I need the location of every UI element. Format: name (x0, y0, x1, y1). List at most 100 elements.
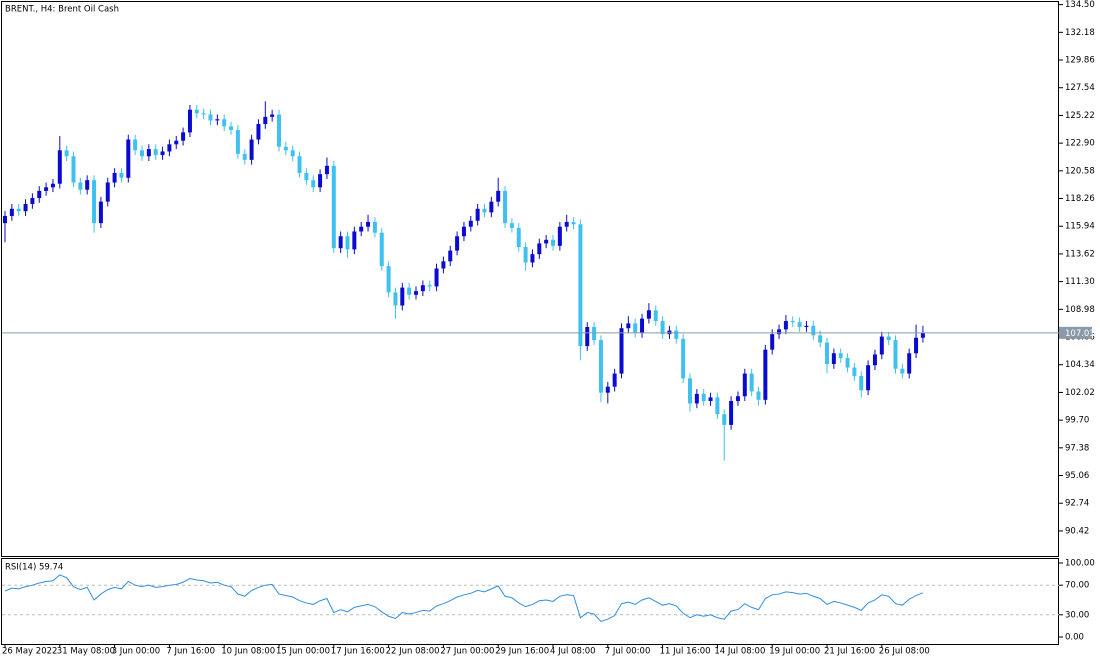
y-tick-label: 113.62 (1065, 249, 1095, 259)
candle-body (181, 132, 186, 141)
candle-body (167, 144, 172, 152)
candle-body (783, 321, 788, 330)
candle-body (208, 114, 213, 121)
candle-body (859, 375, 864, 391)
candle-body (44, 187, 49, 191)
x-tick-label: 31 May 08:00 (57, 647, 115, 657)
candle-body (845, 358, 850, 368)
candle-body (338, 236, 343, 249)
candle-body (434, 268, 439, 287)
candle-body (379, 232, 384, 267)
y-tick-label: 122.90 (1065, 139, 1095, 149)
candle-body (585, 326, 590, 347)
candle-body (345, 236, 350, 250)
candle-body (797, 322, 802, 327)
x-tick-label: 26 Jul 08:00 (879, 647, 930, 657)
candle-body (770, 334, 775, 350)
x-tick-label: 19 Jul 00:00 (769, 647, 820, 657)
candle-body (133, 139, 138, 151)
y-tick-label: 70.00 (1065, 581, 1089, 591)
candle-body (605, 386, 610, 393)
candle-body (660, 321, 665, 335)
candle-body (194, 109, 199, 114)
candle-body (804, 325, 809, 327)
y-tick-label: 30.00 (1065, 610, 1089, 620)
candle-body (530, 254, 535, 263)
candle-body (92, 180, 97, 224)
x-tick-label: 10 Jun 08:00 (221, 647, 275, 657)
candle-body (297, 156, 302, 173)
candle-body (516, 227, 521, 248)
y-tick-label: 100.00 (1065, 558, 1095, 568)
candle-body (112, 172, 117, 183)
candle-body (461, 226, 466, 237)
candle-body (653, 310, 658, 322)
candle-body (825, 342, 829, 365)
candle-body (879, 336, 884, 355)
x-tick-label: 7 Jul 00:00 (605, 647, 651, 657)
candle-body (612, 373, 617, 387)
candle-body (475, 208, 480, 221)
candle-body (270, 114, 275, 117)
candle-body (646, 310, 651, 319)
candle-body (701, 393, 706, 402)
y-tick-label: 104.34 (1065, 360, 1095, 370)
candle-body (160, 151, 165, 156)
candle-body (64, 150, 69, 157)
y-tick-label: 134.50 (1065, 0, 1095, 10)
candle-body (811, 325, 816, 336)
candle-body (400, 287, 405, 306)
candle-body (283, 146, 288, 151)
candle-body (688, 378, 692, 404)
candle-body (578, 224, 583, 347)
y-tick-label: 129.86 (1065, 56, 1095, 66)
candle-body (735, 396, 740, 402)
candle-body (455, 236, 460, 251)
x-tick-label: 26 May 2022 (2, 647, 57, 657)
candle-body (331, 165, 336, 249)
candle-body (174, 140, 179, 145)
candle-body (318, 174, 323, 188)
rsi-panel (1, 558, 1059, 645)
candle-body (393, 292, 398, 306)
candle-body (71, 156, 76, 183)
candle-body (564, 221, 569, 227)
candle-body (831, 353, 836, 365)
candle-body (249, 139, 254, 160)
candle-body (537, 243, 542, 255)
candle-body (448, 250, 453, 262)
candle-body (756, 391, 761, 400)
candle-body (509, 223, 514, 228)
candle-body (872, 354, 877, 366)
x-tick-label: 17 Jun 16:00 (331, 647, 385, 657)
candle-body (598, 340, 603, 393)
candle-body (290, 150, 295, 157)
y-tick-label: 99.70 (1065, 416, 1089, 426)
candle-body (30, 198, 35, 205)
candle-body (324, 165, 329, 175)
candle-body (900, 368, 905, 374)
candle-body (674, 330, 679, 339)
candle-body (126, 139, 131, 178)
candle-body (3, 215, 7, 224)
candle-body (311, 180, 316, 188)
candle-body (852, 367, 857, 376)
candle-body (50, 183, 55, 188)
candle-body (551, 239, 555, 246)
x-tick-label: 29 Jun 16:00 (495, 647, 549, 657)
candle-body (729, 401, 734, 425)
x-tick-label: 22 Jun 08:00 (386, 647, 440, 657)
candle-body (496, 190, 501, 202)
candle-body (681, 338, 686, 379)
x-tick-label: 11 Jul 16:00 (660, 647, 711, 657)
candle-body (866, 365, 871, 391)
candle-body (140, 150, 144, 157)
candle-body (619, 328, 624, 374)
candle-body (263, 116, 268, 125)
x-tick-label: 4 Jul 08:00 (550, 647, 596, 657)
candle-body (722, 414, 727, 425)
candle-body (427, 285, 432, 287)
y-tick-label: 120.58 (1065, 166, 1095, 176)
candle-body (277, 114, 281, 147)
